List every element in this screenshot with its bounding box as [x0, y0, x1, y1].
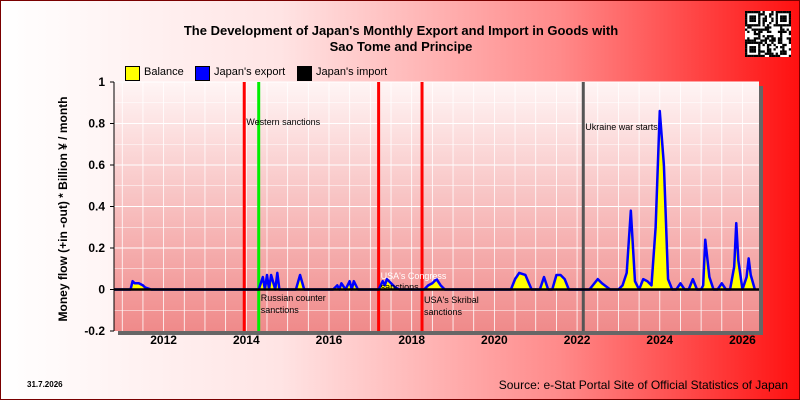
y-tick-label: -0.2	[84, 324, 105, 338]
annotation-2-cont: sanctions	[381, 282, 420, 292]
annotation-1: Russian counter	[261, 293, 326, 303]
annotation-2: USA's Congress	[381, 271, 447, 281]
annotation-0: Western sanctions	[246, 117, 320, 127]
qr-code-icon	[745, 11, 791, 57]
x-tick-label: 2026	[729, 333, 756, 347]
y-tick-label: 0.6	[88, 158, 105, 172]
x-tick-label: 2018	[398, 333, 425, 347]
annotation-1-cont: sanctions	[261, 305, 300, 315]
x-tick-label: 2012	[150, 333, 177, 347]
date-stamp: 31.7.2026	[27, 380, 63, 389]
source-note: Source: e-Stat Portal Site of Official S…	[498, 378, 788, 392]
x-tick-label: 2024	[646, 333, 673, 347]
y-tick-label: 0	[98, 283, 105, 297]
annotation-3-cont: sanctions	[424, 307, 463, 317]
x-tick-label: 2016	[316, 333, 343, 347]
chart-title-line2: Sao Tome and Principe	[329, 39, 473, 54]
annotation-3: USA's Skribal	[424, 295, 479, 305]
y-axis-label: Money flow (+in -out) * Billion ¥ / mont…	[56, 96, 70, 322]
chart-title-line1: The Development of Japan's Monthly Expor…	[183, 23, 619, 38]
annotation-4: Ukraine war starts	[585, 122, 658, 132]
y-tick-label: 1	[98, 75, 105, 89]
x-tick-label: 2014	[233, 333, 260, 347]
x-tick-label: 2020	[481, 333, 508, 347]
y-tick-label: 0.4	[88, 200, 105, 214]
y-tick-label: 0.2	[88, 241, 105, 255]
x-tick-label: 2022	[564, 333, 591, 347]
y-tick-label: 0.8	[88, 117, 105, 131]
